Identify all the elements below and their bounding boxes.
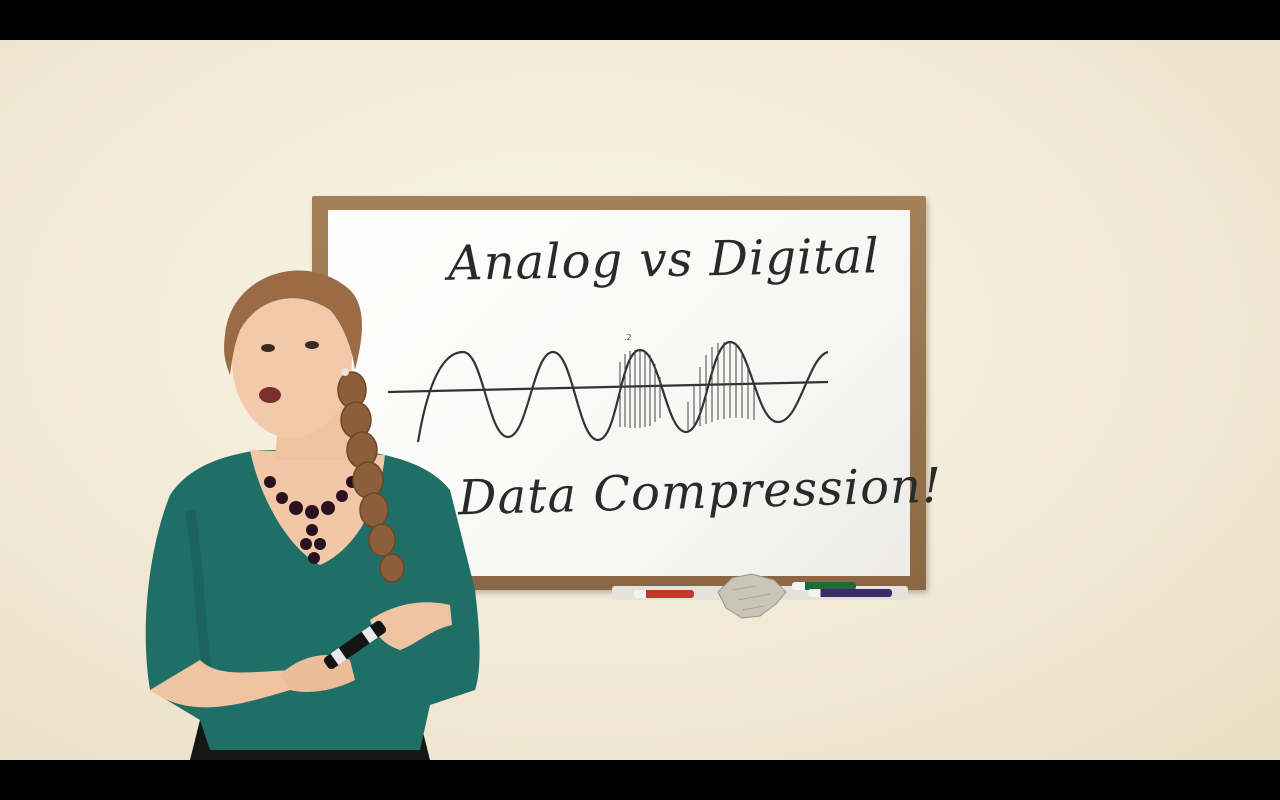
presenter [145, 270, 480, 760]
green-marker [792, 582, 856, 590]
letterbox-bottom [0, 760, 1280, 800]
whiteboard: Analog vs Digital [312, 196, 943, 590]
red-marker [634, 590, 694, 598]
letterbox-top [0, 0, 1280, 40]
purple-marker [808, 589, 892, 597]
sine-wave-drawing: .2 [388, 333, 829, 443]
eraser-cloth [717, 573, 787, 619]
whiteboard-subtitle: Data Compression! [457, 457, 943, 527]
whiteboard-title: Analog vs Digital [447, 228, 881, 292]
svg-text:.2: .2 [624, 333, 632, 342]
